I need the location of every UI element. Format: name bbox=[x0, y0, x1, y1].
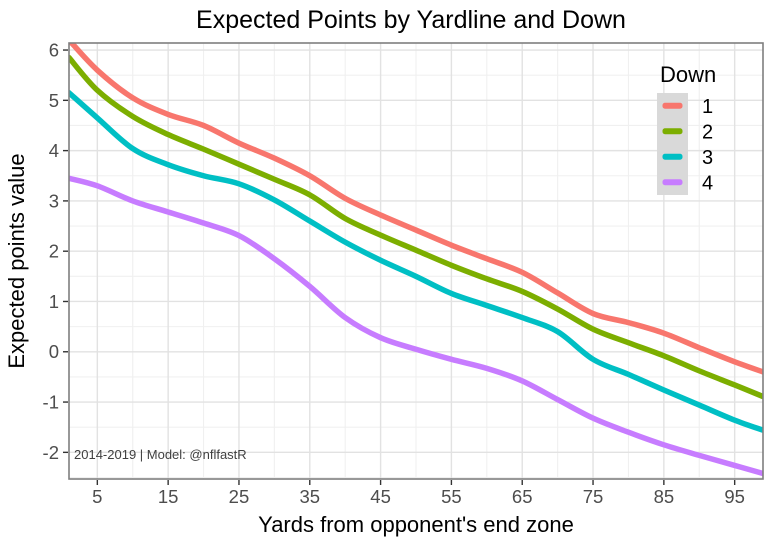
source-annotation: 2014-2019 | Model: @nflfastR bbox=[74, 447, 247, 462]
x-tick-label: 95 bbox=[724, 486, 745, 507]
y-tick-label: 6 bbox=[49, 40, 59, 61]
y-tick-label: 3 bbox=[49, 190, 59, 211]
x-tick-label: 25 bbox=[229, 486, 250, 507]
legend-key-line-down-1 bbox=[662, 102, 683, 109]
series-line-down-4 bbox=[69, 175, 763, 477]
y-axis-tick-labels: 6 5 4 3 2 1 0 -1 -2 bbox=[43, 40, 59, 463]
y-tick-label: 2 bbox=[49, 241, 59, 262]
series-line-down-2 bbox=[69, 54, 763, 400]
y-tick-label: -2 bbox=[43, 442, 59, 463]
legend-key-line-down-2 bbox=[662, 128, 683, 135]
x-axis-tick-labels: 5 15 25 35 45 55 65 75 85 95 bbox=[92, 486, 745, 507]
legend-key-line-down-4 bbox=[662, 179, 683, 186]
chart-title: Expected Points by Yardline and Down bbox=[196, 6, 626, 34]
legend-label-down-3: 3 bbox=[702, 147, 713, 169]
y-tick-label: 0 bbox=[49, 341, 59, 362]
x-tick-label: 15 bbox=[158, 486, 179, 507]
x-tick-label: 55 bbox=[441, 486, 462, 507]
series-line-down-3 bbox=[69, 90, 763, 433]
y-axis-title: Expected points value bbox=[4, 153, 29, 368]
legend-key-line-down-3 bbox=[662, 153, 683, 160]
y-tick-label: 5 bbox=[49, 90, 59, 111]
series-line-down-1 bbox=[69, 43, 763, 375]
x-axis-title: Yards from opponent's end zone bbox=[258, 512, 574, 537]
y-tick-label: -1 bbox=[43, 392, 59, 413]
legend-entries: 1 2 3 4 bbox=[657, 93, 713, 195]
legend-label-down-1: 1 bbox=[702, 96, 713, 118]
legend-label-down-4: 4 bbox=[702, 172, 713, 194]
series-lines bbox=[69, 43, 763, 477]
legend: Down 1 2 3 4 bbox=[657, 62, 716, 195]
x-tick-label: 85 bbox=[654, 486, 675, 507]
x-tick-label: 75 bbox=[583, 486, 604, 507]
x-tick-label: 65 bbox=[512, 486, 533, 507]
panel-border bbox=[68, 42, 764, 480]
legend-title: Down bbox=[660, 62, 716, 87]
axis-tick-marks bbox=[63, 49, 736, 485]
legend-label-down-2: 2 bbox=[702, 121, 713, 143]
x-tick-label: 35 bbox=[299, 486, 320, 507]
y-tick-label: 1 bbox=[49, 291, 59, 312]
y-tick-label: 4 bbox=[49, 140, 59, 161]
x-tick-label: 5 bbox=[92, 486, 102, 507]
x-tick-label: 45 bbox=[370, 486, 391, 507]
